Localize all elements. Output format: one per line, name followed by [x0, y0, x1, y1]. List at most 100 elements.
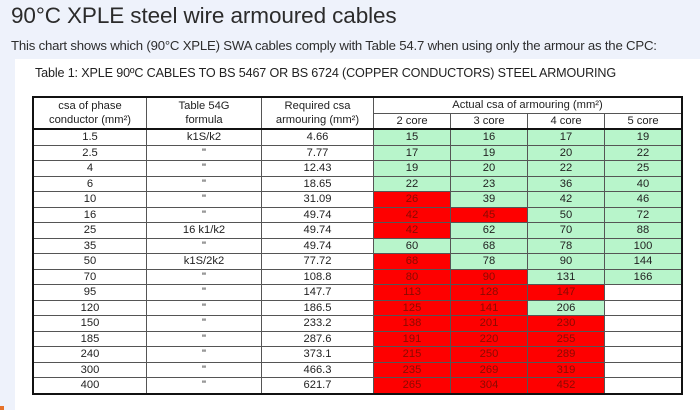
required-cell: 49.74: [261, 237, 374, 254]
header-4-core: 4 core: [527, 112, 605, 130]
core-3-cell: 39: [450, 191, 528, 208]
core-2-cell: 19: [373, 160, 451, 177]
core-3-cell: 128: [450, 284, 528, 301]
core-2-cell: 68: [373, 253, 451, 270]
csa-cell: 1.5: [32, 128, 147, 146]
table-row: 10 " 31.09 26 39 42 46: [32, 191, 683, 208]
required-cell: 287.6: [261, 330, 374, 347]
core-4-cell: 452: [527, 377, 605, 395]
core-2-cell: 17: [373, 144, 451, 161]
core-2-cell: 42: [373, 206, 451, 223]
formula-cell: ": [146, 206, 262, 223]
core-4-cell: 90: [527, 253, 605, 270]
csa-cell: 16: [32, 206, 147, 223]
table-row: 50 k1S/2k2 77.72 68 78 90 144: [32, 253, 683, 270]
table-row: 70 " 108.8 80 90 131 166: [32, 268, 683, 285]
core-2-cell: 22: [373, 175, 451, 192]
required-cell: 49.74: [261, 222, 374, 239]
header-required: Required csa armouring (mm²): [261, 96, 374, 130]
table-row: 240 " 373.1 215 250 289: [32, 346, 683, 363]
core-3-cell: 78: [450, 253, 528, 270]
core-4-cell: 206: [527, 299, 605, 316]
csa-cell: 70: [32, 268, 147, 285]
csa-cell: 120: [32, 299, 147, 316]
header-csa: csa of phase conductor (mm²): [32, 96, 147, 130]
core-3-cell: 68: [450, 237, 528, 254]
header-3-core: 3 core: [450, 112, 528, 130]
csa-cell: 4: [32, 160, 147, 177]
armouring-table: csa of phase conductor (mm²) Table 54G f…: [32, 96, 683, 395]
required-cell: 233.2: [261, 315, 374, 332]
core-2-cell: 215: [373, 346, 451, 363]
formula-cell: ": [146, 144, 262, 161]
header-actual-group: Actual csa of armouring (mm²): [373, 96, 683, 114]
required-cell: 77.72: [261, 253, 374, 270]
table-row: 120 " 186.5 125 141 206: [32, 299, 683, 316]
core-3-cell: 45: [450, 206, 528, 223]
core-3-cell: 16: [450, 128, 528, 146]
core-5-cell: 72: [604, 206, 683, 223]
required-cell: 147.7: [261, 284, 374, 301]
core-3-cell: 62: [450, 222, 528, 239]
required-cell: 621.7: [261, 377, 374, 395]
core-4-cell: 319: [527, 361, 605, 378]
core-2-cell: 60: [373, 237, 451, 254]
core-3-cell: 23: [450, 175, 528, 192]
table-row: 185 " 287.6 191 220 255: [32, 330, 683, 347]
header-2-core: 2 core: [373, 112, 451, 130]
core-4-cell: 131: [527, 268, 605, 285]
required-cell: 4.66: [261, 128, 374, 146]
header-5-core: 5 core: [604, 112, 683, 130]
required-cell: 466.3: [261, 361, 374, 378]
core-4-cell: 255: [527, 330, 605, 347]
core-4-cell: 78: [527, 237, 605, 254]
csa-cell: 300: [32, 361, 147, 378]
core-5-cell: [604, 284, 683, 301]
formula-cell: k1S/k2: [146, 128, 262, 146]
core-4-cell: 17: [527, 128, 605, 146]
required-cell: 108.8: [261, 268, 374, 285]
table-row: 16 " 49.74 42 45 50 72: [32, 206, 683, 223]
core-3-cell: 19: [450, 144, 528, 161]
core-5-cell: [604, 330, 683, 347]
core-5-cell: [604, 299, 683, 316]
formula-cell: ": [146, 268, 262, 285]
core-5-cell: [604, 377, 683, 395]
table-row: 400 " 621.7 265 304 452: [32, 377, 683, 395]
core-4-cell: 50: [527, 206, 605, 223]
core-5-cell: 25: [604, 160, 683, 177]
core-4-cell: 36: [527, 175, 605, 192]
table-row: 25 16 k1/k2 49.74 42 62 70 88: [32, 222, 683, 239]
formula-cell: ": [146, 361, 262, 378]
core-2-cell: 265: [373, 377, 451, 395]
required-cell: 12.43: [261, 160, 374, 177]
core-3-cell: 141: [450, 299, 528, 316]
csa-cell: 185: [32, 330, 147, 347]
core-5-cell: [604, 315, 683, 332]
table-row: 1.5 k1S/k2 4.66 15 16 17 19: [32, 128, 683, 146]
page-title: 90°C XPLE steel wire armoured cables: [11, 3, 397, 28]
core-3-cell: 201: [450, 315, 528, 332]
formula-cell: ": [146, 299, 262, 316]
core-5-cell: [604, 361, 683, 378]
table-row: 95 " 147.7 113 128 147: [32, 284, 683, 301]
csa-cell: 6: [32, 175, 147, 192]
core-4-cell: 147: [527, 284, 605, 301]
core-4-cell: 230: [527, 315, 605, 332]
formula-cell: ": [146, 284, 262, 301]
table-row: 2.5 " 7.77 17 19 20 22: [32, 144, 683, 161]
table-row: 6 " 18.65 22 23 36 40: [32, 175, 683, 192]
corner-accent: [0, 406, 4, 410]
formula-cell: ": [146, 315, 262, 332]
core-5-cell: 166: [604, 268, 683, 285]
core-3-cell: 269: [450, 361, 528, 378]
core-2-cell: 191: [373, 330, 451, 347]
core-2-cell: 125: [373, 299, 451, 316]
csa-cell: 10: [32, 191, 147, 208]
table-row: 35 " 49.74 60 68 78 100: [32, 237, 683, 254]
core-5-cell: 88: [604, 222, 683, 239]
csa-cell: 95: [32, 284, 147, 301]
core-3-cell: 250: [450, 346, 528, 363]
formula-cell: ": [146, 377, 262, 395]
required-cell: 7.77: [261, 144, 374, 161]
